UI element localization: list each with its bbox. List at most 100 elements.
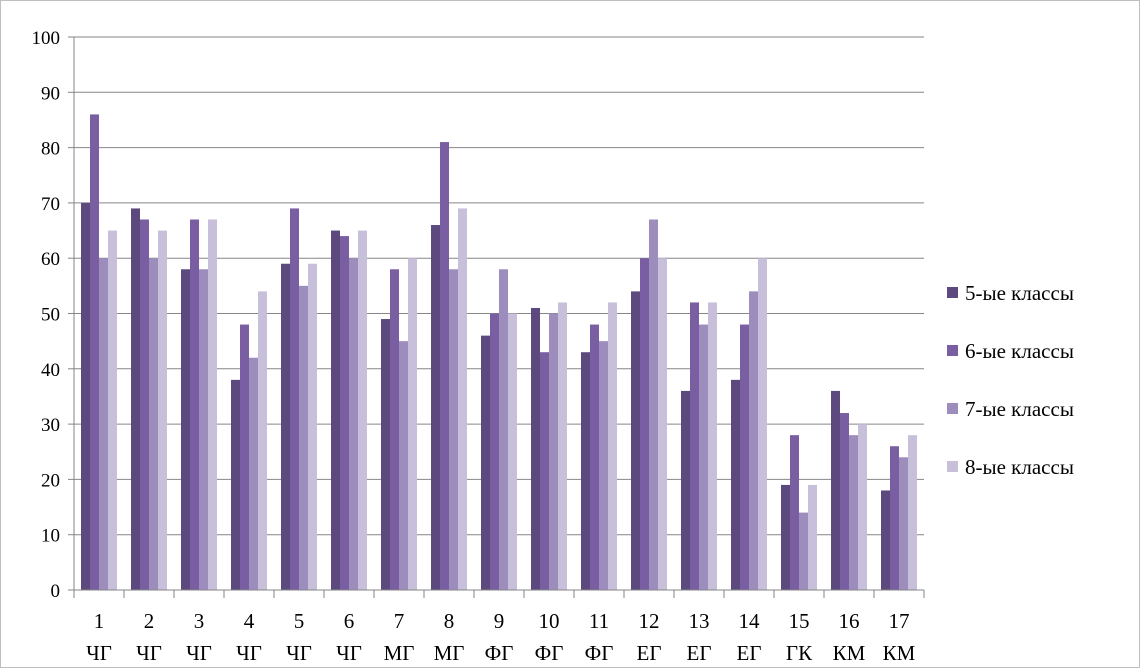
x-tick-label-number: 10 xyxy=(539,609,560,633)
bar xyxy=(299,285,308,590)
x-tick-label-number: 4 xyxy=(244,609,255,633)
x-tick-label-code: ЕГ xyxy=(687,641,712,665)
y-tick-label: 10 xyxy=(41,526,60,547)
bar xyxy=(90,114,99,591)
x-tick-label-number: 15 xyxy=(789,609,810,633)
x-tick-labels: 1 ЧГ 2 ЧГ 3 ЧГ 4 ЧГ 5 ЧГ 6 ЧГ 7 МГ 8 МГ 9 ФГ 10 ФГ 11 ФГ 12 ЕГ 1… xyxy=(86,609,916,665)
bar xyxy=(358,230,367,591)
legend-label: 5-ые классы xyxy=(965,281,1074,305)
x-tick-label-number: 6 xyxy=(344,609,355,633)
bars xyxy=(81,114,917,591)
y-tick-label: 90 xyxy=(41,83,60,104)
bar xyxy=(831,390,840,590)
bar xyxy=(481,335,490,590)
y-tick-label: 80 xyxy=(41,139,60,160)
bar xyxy=(281,263,290,590)
bar xyxy=(740,324,749,590)
y-tick-label: 70 xyxy=(41,194,60,215)
bar xyxy=(758,258,767,590)
x-tick-label-number: 5 xyxy=(294,609,305,633)
bar xyxy=(458,208,467,590)
bar xyxy=(258,291,267,590)
y-tick-label: 40 xyxy=(41,360,60,381)
x-tick-label-code: ФГ xyxy=(485,641,514,665)
bar xyxy=(749,291,758,590)
bar xyxy=(690,302,699,590)
y-tick-label: 100 xyxy=(32,28,61,49)
y-tick-label: 20 xyxy=(41,470,60,491)
bar xyxy=(190,219,199,591)
y-tick-label: 50 xyxy=(41,305,60,326)
legend-label: 7-ые классы xyxy=(965,397,1074,421)
bar xyxy=(599,341,608,590)
axes xyxy=(68,36,925,598)
x-tick-label-number: 3 xyxy=(194,609,205,633)
x-tick-label-code: ГК xyxy=(786,641,813,665)
bar xyxy=(290,208,299,590)
bar xyxy=(340,236,349,590)
bar xyxy=(108,230,117,591)
bar xyxy=(640,258,649,590)
bar xyxy=(408,258,417,590)
bar xyxy=(449,269,458,590)
x-tick-label-number: 12 xyxy=(639,609,660,633)
bar xyxy=(208,219,217,591)
bar xyxy=(140,219,149,591)
x-tick-label-code: ЕГ xyxy=(637,641,662,665)
x-tick-label-code: ЕГ xyxy=(737,641,762,665)
legend-swatch xyxy=(947,287,958,298)
bar xyxy=(440,142,449,590)
x-tick-label-code: ФГ xyxy=(535,641,564,665)
bar xyxy=(590,324,599,590)
bar xyxy=(608,302,617,590)
bar xyxy=(81,202,90,590)
bar xyxy=(731,379,740,590)
legend-swatch xyxy=(947,403,958,414)
bar xyxy=(158,230,167,591)
x-tick-label-number: 17 xyxy=(889,609,910,633)
bar xyxy=(490,313,499,590)
bar xyxy=(181,269,190,590)
x-tick-label-code: МГ xyxy=(384,641,415,665)
x-tick-label-number: 11 xyxy=(589,609,609,633)
bar xyxy=(399,341,408,590)
bar xyxy=(781,484,790,590)
bar xyxy=(790,435,799,590)
bar xyxy=(499,269,508,590)
bar xyxy=(149,258,158,590)
x-tick-label-code: ЧГ xyxy=(336,641,362,665)
bar xyxy=(349,258,358,590)
legend-label: 6-ые классы xyxy=(965,339,1074,363)
x-tick-label-code: ЧГ xyxy=(86,641,112,665)
bar xyxy=(549,313,558,590)
bar xyxy=(558,302,567,590)
bar xyxy=(231,379,240,590)
x-tick-label-number: 16 xyxy=(839,609,860,633)
bar xyxy=(890,446,899,590)
bar xyxy=(308,263,317,590)
x-tick-label-number: 1 xyxy=(94,609,105,633)
bar xyxy=(381,319,390,590)
x-tick-label-code: ЧГ xyxy=(236,641,262,665)
x-tick-label-number: 7 xyxy=(394,609,405,633)
bar xyxy=(390,269,399,590)
x-tick-label-code: КМ xyxy=(883,641,916,665)
bar xyxy=(840,413,849,590)
bar xyxy=(808,484,817,590)
bar xyxy=(240,324,249,590)
bar xyxy=(540,352,549,590)
bar xyxy=(199,269,208,590)
bar xyxy=(331,230,340,591)
legend: 5-ые классы 6-ые классы 7-ые классы 8-ые кл… xyxy=(947,281,1074,479)
x-tick-label-number: 9 xyxy=(494,609,505,633)
x-tick-label-code: МГ xyxy=(434,641,465,665)
bar xyxy=(681,390,690,590)
bar xyxy=(908,435,917,590)
legend-label: 8-ые классы xyxy=(965,455,1074,479)
x-tick-label-code: ФГ xyxy=(585,641,614,665)
bar xyxy=(531,307,540,590)
y-tick-label: 60 xyxy=(41,249,60,270)
bar xyxy=(708,302,717,590)
